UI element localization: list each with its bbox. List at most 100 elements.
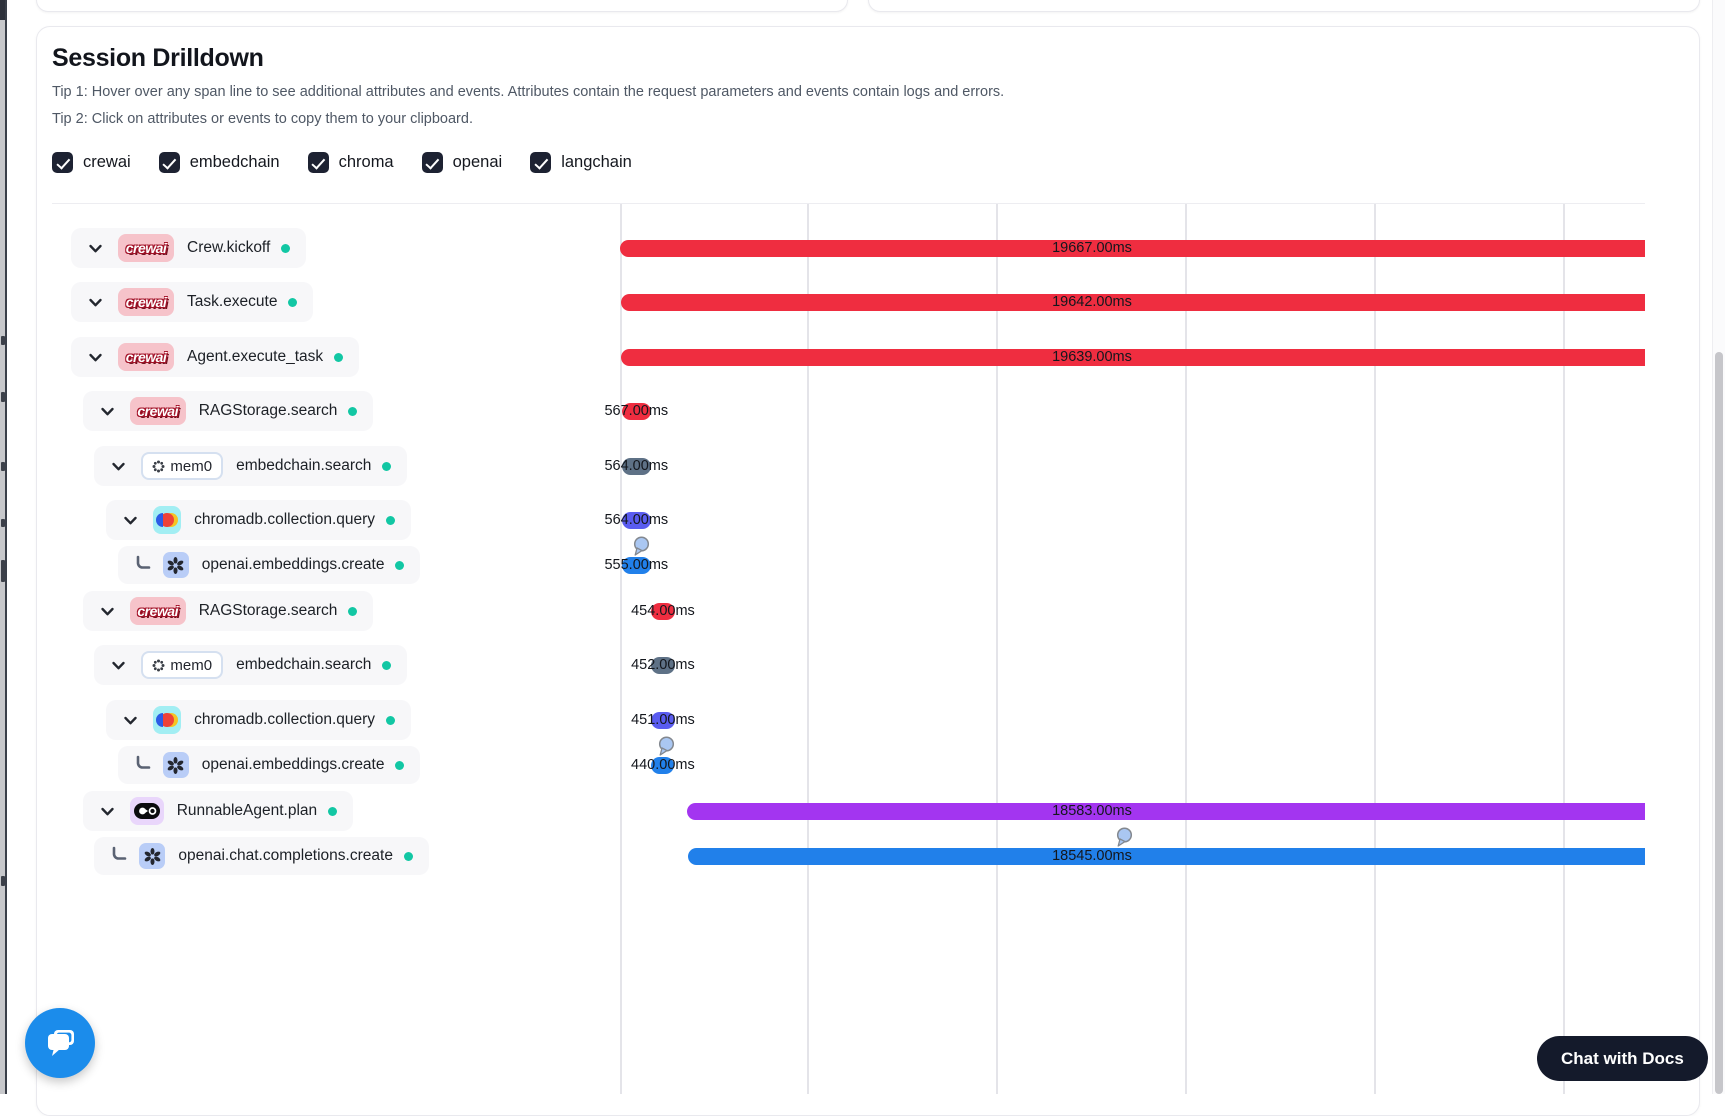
- span-duration-label: 18545.00ms: [1052, 847, 1132, 864]
- span-duration-bar[interactable]: 451.00ms: [631, 711, 695, 729]
- timeline-gridline: [1374, 204, 1376, 1094]
- span-row-chromadb.collection.query[interactable]: chromadb.collection.query: [106, 700, 412, 740]
- span-row-embedchain.search[interactable]: mem0 embedchain.search: [94, 446, 408, 486]
- checkbox-checked-icon[interactable]: [307, 152, 329, 173]
- timeline-gridline: [1563, 204, 1565, 1094]
- span-duration-label: 451.00ms: [631, 711, 695, 728]
- chevron-down-icon[interactable]: [122, 512, 139, 529]
- waterfall-divider: [52, 203, 1645, 204]
- status-dot: [288, 297, 298, 307]
- span-duration-label: 452.00ms: [631, 656, 695, 673]
- crewai-logo: crewai: [129, 597, 186, 625]
- span-row-openai.chat.completions.create[interactable]: openai.chat.completions.create: [94, 837, 429, 875]
- checkbox-checked-icon[interactable]: [421, 152, 443, 173]
- openai-logo: [162, 552, 189, 578]
- span-row-Agent.execute_task[interactable]: crewai Agent.execute_task: [71, 337, 360, 377]
- span-row-openai.embeddings.create[interactable]: openai.embeddings.create: [117, 546, 421, 584]
- filter-langchain[interactable]: langchain: [530, 152, 632, 173]
- filter-label: crewai: [83, 153, 131, 171]
- span-duration-bar[interactable]: 564.00ms: [604, 457, 668, 475]
- span-row-openai.embeddings.create[interactable]: openai.embeddings.create: [117, 746, 421, 784]
- span-duration-bar[interactable]: 18583.00ms: [686, 802, 1645, 820]
- span-row-Crew.kickoff[interactable]: crewai Crew.kickoff: [71, 228, 307, 268]
- span-row-embedchain.search[interactable]: mem0 embedchain.search: [94, 645, 408, 685]
- span-name: Crew.kickoff: [187, 239, 271, 256]
- left-edge-corner-mark: [0, 0, 5, 20]
- status-dot: [348, 406, 358, 416]
- span-duration-label: 454.00ms: [631, 602, 695, 619]
- checkbox-checked-icon[interactable]: [530, 152, 552, 173]
- span-duration-label: 18583.00ms: [1052, 802, 1132, 819]
- span-duration-bar[interactable]: 564.00ms: [605, 511, 668, 529]
- span-duration-label: 19642.00ms: [1052, 293, 1132, 310]
- timeline-gridline: [807, 204, 809, 1094]
- span-row-chromadb.collection.query[interactable]: chromadb.collection.query: [106, 500, 412, 540]
- status-dot: [403, 851, 413, 861]
- status-dot: [328, 806, 338, 816]
- chevron-down-icon[interactable]: [87, 240, 104, 257]
- span-name: RunnableAgent.plan: [176, 802, 318, 819]
- span-row-RAGStorage.search[interactable]: crewai RAGStorage.search: [82, 391, 374, 431]
- timeline-gridline: [1185, 204, 1187, 1094]
- tree-elbow-connector-icon: [134, 753, 151, 771]
- span-duration-bar[interactable]: 18545.00ms: [688, 847, 1645, 865]
- mem0-logo: mem0: [141, 651, 224, 679]
- chroma-logo: [153, 706, 182, 734]
- span-duration-bar[interactable]: 452.00ms: [631, 656, 695, 674]
- span-name: RAGStorage.search: [198, 602, 338, 619]
- chat-widget-button[interactable]: [25, 1008, 95, 1078]
- filter-chroma[interactable]: chroma: [307, 152, 394, 173]
- chevron-down-icon[interactable]: [122, 712, 139, 729]
- status-dot: [382, 461, 392, 471]
- chevron-down-icon[interactable]: [87, 349, 104, 366]
- vendor-filters: crewai embedchain chroma openai langchain: [52, 152, 632, 173]
- crewai-logo: crewai: [118, 234, 174, 262]
- chevron-down-icon[interactable]: [99, 603, 116, 620]
- span-duration-bar[interactable]: 555.00ms: [604, 556, 668, 574]
- chevron-down-icon[interactable]: [99, 403, 116, 420]
- chroma-logo: [153, 506, 182, 534]
- span-row-Task.execute[interactable]: crewai Task.execute: [71, 282, 314, 322]
- span-duration-bar[interactable]: 567.00ms: [604, 402, 668, 420]
- checkbox-checked-icon[interactable]: [52, 152, 73, 173]
- openai-logo: [139, 843, 166, 869]
- span-duration-bar[interactable]: 19667.00ms: [620, 239, 1645, 257]
- checkbox-checked-icon[interactable]: [158, 152, 180, 173]
- crewai-logo: crewai: [118, 343, 174, 371]
- chat-with-docs-button[interactable]: Chat with Docs: [1537, 1036, 1708, 1081]
- event-speech-bubble-icon[interactable]: [657, 736, 675, 757]
- filter-crewai[interactable]: crewai: [52, 152, 131, 173]
- span-duration-label: 564.00ms: [604, 511, 669, 528]
- tip-1-text: Tip 1: Hover over any span line to see a…: [52, 84, 1005, 100]
- timeline-gridline: [996, 204, 998, 1094]
- timeline-gridline: [620, 204, 622, 1094]
- openai-logo: [162, 752, 189, 778]
- chevron-down-icon[interactable]: [110, 458, 127, 475]
- span-duration-label: 440.00ms: [631, 756, 695, 773]
- left-edge-strip: [0, 0, 7, 1094]
- filter-openai[interactable]: openai: [421, 152, 502, 173]
- event-speech-bubble-icon[interactable]: [1115, 827, 1133, 848]
- page-scrollbar-thumb[interactable]: [1714, 352, 1723, 1094]
- span-duration-bar[interactable]: 440.00ms: [631, 756, 695, 774]
- span-duration-bar[interactable]: 454.00ms: [631, 602, 695, 620]
- span-duration-label: 555.00ms: [604, 556, 669, 573]
- span-duration-label: 19667.00ms: [1052, 239, 1132, 256]
- status-dot: [395, 560, 405, 570]
- chevron-down-icon[interactable]: [87, 294, 104, 311]
- status-dot: [334, 352, 344, 362]
- span-row-RAGStorage.search[interactable]: crewai RAGStorage.search: [82, 591, 374, 631]
- chevron-down-icon[interactable]: [110, 657, 127, 674]
- span-name: Task.execute: [187, 293, 278, 310]
- filter-embedchain[interactable]: embedchain: [158, 152, 280, 173]
- span-duration-bar[interactable]: 19642.00ms: [620, 293, 1645, 311]
- page-title: Session Drilldown: [52, 44, 264, 72]
- span-duration-bar[interactable]: 19639.00ms: [620, 348, 1645, 366]
- chevron-down-icon[interactable]: [99, 803, 116, 820]
- span-name: chromadb.collection.query: [194, 511, 376, 528]
- event-speech-bubble-icon[interactable]: [632, 536, 650, 557]
- span-row-RunnableAgent.plan[interactable]: RunnableAgent.plan: [82, 791, 354, 831]
- span-duration-label: 567.00ms: [604, 402, 669, 419]
- span-name: embedchain.search: [236, 457, 372, 474]
